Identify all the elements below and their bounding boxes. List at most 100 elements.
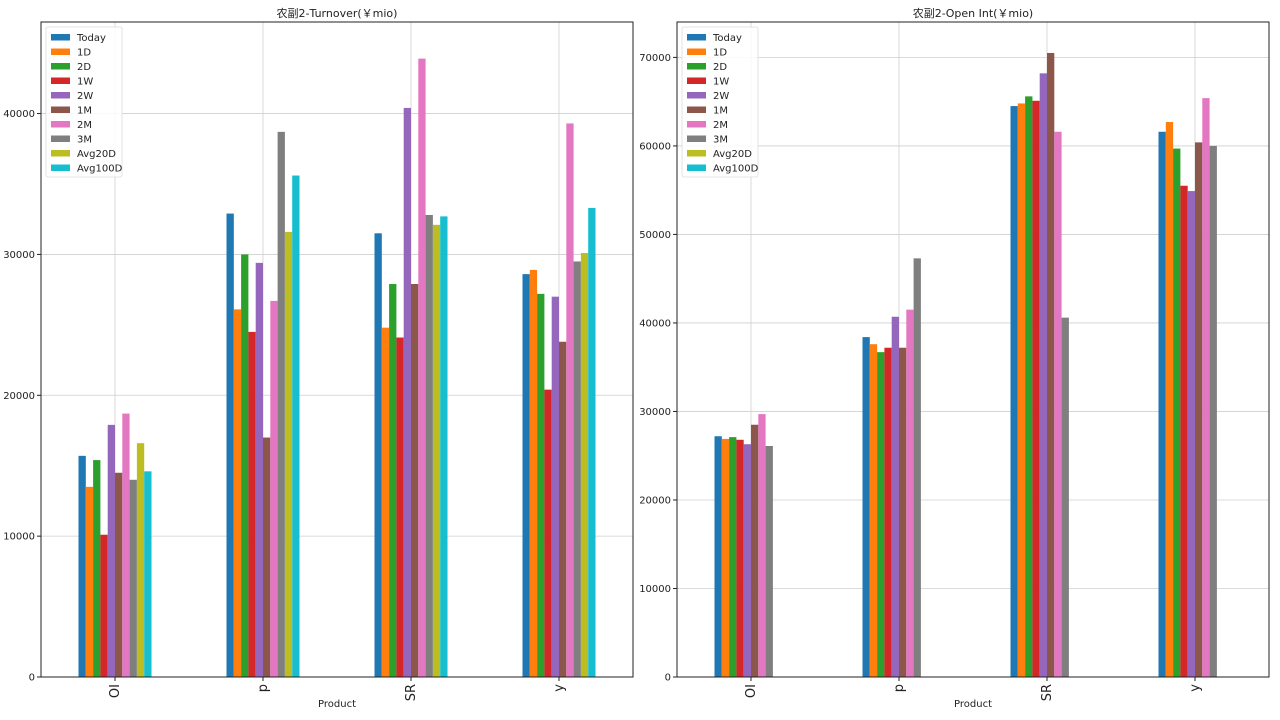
y-tick-label: 10000 xyxy=(3,532,35,543)
bar-2D-y xyxy=(537,293,545,677)
legend-swatch-2D xyxy=(51,63,70,70)
bar-1W-y xyxy=(544,389,552,677)
bar-2W-SR xyxy=(403,107,411,677)
y-tick-label: 40000 xyxy=(639,318,671,329)
legend-label-2W: 2W xyxy=(713,91,729,102)
chart-title: 农副2-Open Int(￥mio) xyxy=(913,6,1033,20)
bar-Avg20D-y xyxy=(580,253,589,678)
bar-Today-OI xyxy=(714,436,722,677)
legend-label-2D: 2D xyxy=(713,62,727,73)
bar-Avg20D-OI xyxy=(136,443,145,677)
bar-Avg100D-SR xyxy=(440,216,448,678)
legend-label-2D: 2D xyxy=(77,62,91,73)
bar-2W-OI xyxy=(743,444,751,677)
legend-label-1M: 1M xyxy=(713,106,728,117)
legend-label-Avg100D: Avg100D xyxy=(713,164,759,175)
bar-Avg100D-OI xyxy=(144,471,152,677)
bar-Today-p xyxy=(862,337,870,677)
legend-swatch-Avg20D xyxy=(687,150,706,157)
y-tick-label: 40000 xyxy=(3,109,35,120)
legend-swatch-Today xyxy=(687,34,706,41)
bar-2D-SR xyxy=(389,284,397,677)
bar-1D-y xyxy=(529,269,538,677)
legend-label-Today: Today xyxy=(712,33,742,44)
bar-1W-p xyxy=(248,331,256,677)
x-tick-label-SR: SR xyxy=(1040,684,1055,701)
x-axis-label: Product xyxy=(318,699,356,710)
x-tick-label-OI: OI xyxy=(744,684,759,698)
bar-1M-y xyxy=(1195,142,1203,678)
bar-1M-OI xyxy=(115,472,123,677)
y-tick-label: 0 xyxy=(665,673,671,684)
legend-label-1W: 1W xyxy=(713,77,729,88)
chart-2: 0 10000 20000 30000 40000 50000 60000 70000 OI p S… xyxy=(639,6,1270,710)
legend-swatch-Avg20D xyxy=(51,150,70,157)
bar-Today-p xyxy=(226,213,234,677)
legend-label-3M: 3M xyxy=(713,135,728,146)
bar-2D-OI xyxy=(93,460,101,677)
legend-swatch-3M xyxy=(51,135,70,142)
bar-2M-SR xyxy=(418,58,426,677)
bar-Avg100D-p xyxy=(292,175,300,677)
bar-1D-OI xyxy=(721,438,730,677)
bar-Avg20D-SR xyxy=(432,224,441,677)
legend-swatch-1M xyxy=(687,106,706,113)
bar-1M-SR xyxy=(1047,52,1055,677)
bar-2M-OI xyxy=(758,414,766,677)
legend-label-1M: 1M xyxy=(77,106,92,117)
bar-Today-y xyxy=(1158,131,1166,677)
x-tick-label-SR: SR xyxy=(404,684,419,701)
y-tick-label: 10000 xyxy=(639,584,671,595)
bar-3M-SR xyxy=(425,214,433,677)
legend-swatch-Avg100D xyxy=(51,164,70,171)
bar-1D-SR xyxy=(381,327,390,677)
bar-1W-SR xyxy=(396,337,404,677)
bar-2M-p xyxy=(270,300,278,677)
bar-2M-y xyxy=(566,123,574,677)
legend-swatch-Today xyxy=(51,34,70,41)
bar-1W-OI xyxy=(736,439,744,677)
legend-label-2M: 2M xyxy=(77,120,92,131)
bar-1W-y xyxy=(1180,185,1188,677)
bar-2D-y xyxy=(1173,148,1181,677)
bar-Today-OI xyxy=(78,455,86,677)
y-tick-label: 30000 xyxy=(639,407,671,418)
legend-label-Avg20D: Avg20D xyxy=(77,149,116,160)
bar-3M-SR xyxy=(1061,317,1069,677)
bar-3M-OI xyxy=(765,445,773,677)
legend-swatch-1W xyxy=(51,77,70,84)
legend-label-3M: 3M xyxy=(77,135,92,146)
bar-Today-y xyxy=(522,274,530,677)
bar-3M-y xyxy=(573,261,581,677)
y-tick-label: 20000 xyxy=(3,391,35,402)
legend-label-2M: 2M xyxy=(713,120,728,131)
bar-2D-p xyxy=(877,352,885,677)
bar-3M-y xyxy=(1209,145,1217,677)
bar-1M-OI xyxy=(751,424,759,677)
legend-swatch-2M xyxy=(51,121,70,128)
chart-title: 农副2-Turnover(￥mio) xyxy=(277,6,398,20)
legend-label-1W: 1W xyxy=(77,77,93,88)
bar-2D-SR xyxy=(1025,96,1033,678)
bar-2M-p xyxy=(906,309,914,677)
bar-1M-p xyxy=(263,437,271,677)
x-axis-label: Product xyxy=(954,699,992,710)
legend-label-Avg100D: Avg100D xyxy=(77,164,123,175)
bar-3M-p xyxy=(277,131,285,677)
bar-2W-y xyxy=(551,296,559,677)
bar-1M-p xyxy=(899,347,907,677)
bar-1D-p xyxy=(233,309,242,677)
bar-Avg20D-p xyxy=(284,231,293,677)
y-tick-label: 50000 xyxy=(639,230,671,241)
x-tick-label-y: y xyxy=(552,684,567,692)
legend-swatch-2W xyxy=(51,92,70,99)
bar-2W-p xyxy=(255,262,263,677)
bar-1W-OI xyxy=(100,534,108,677)
legend-label-Today: Today xyxy=(76,33,106,44)
legend-swatch-1D xyxy=(51,48,70,55)
legend-label-1D: 1D xyxy=(713,48,727,59)
bar-3M-OI xyxy=(129,479,137,677)
bar-Avg100D-y xyxy=(588,207,596,677)
legend-swatch-2M xyxy=(687,121,706,128)
